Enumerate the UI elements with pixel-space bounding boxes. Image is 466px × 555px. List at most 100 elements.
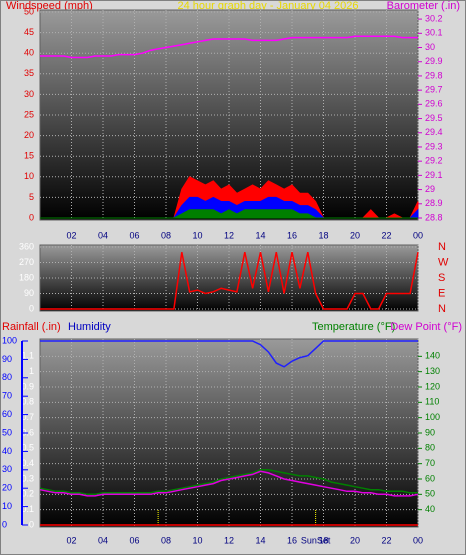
x-tick-label: 22: [381, 230, 391, 240]
temperature-label: Temperature (°F): [312, 321, 395, 333]
y2-tick-label: 70: [425, 458, 435, 468]
x-tick-label: 04: [98, 230, 108, 240]
y-tick-label: 0.6: [21, 427, 34, 437]
y-tick-label: 25: [24, 109, 34, 119]
humidity-tick-label: 80: [2, 372, 12, 382]
y2-tick-label: 110: [425, 397, 439, 407]
y2-tick-label: 29.6: [425, 99, 443, 109]
x-tick-label: 12: [224, 230, 234, 240]
y-tick-label: 45: [24, 27, 34, 37]
y2-tick-label: 29.9: [425, 56, 443, 66]
dewpoint-label: Dew Point (°F): [390, 321, 462, 333]
y-tick-label: 0.4: [21, 458, 34, 468]
y-tick-label: 0: [29, 212, 34, 222]
x-tick-label: 18: [318, 230, 328, 240]
y-tick-label: 35: [24, 68, 34, 78]
rainfall-label: Rainfall (.in): [2, 321, 61, 333]
y2-tick-label: 30: [425, 42, 435, 52]
y2-tick-label: 28.8: [425, 212, 443, 222]
x-tick-label: 10: [192, 535, 202, 545]
humidity-tick-label: 40: [2, 446, 12, 456]
x-tick-label: 20: [350, 535, 360, 545]
humidity-tick-label: 70: [2, 391, 12, 401]
humidity-label: Humidity: [68, 321, 111, 333]
y-tick-label: 0.2: [21, 489, 34, 499]
series-line: [39, 469, 418, 496]
sunset-label: SunSet: [301, 535, 331, 545]
x-tick-label: 22: [381, 535, 391, 545]
y2-tick-label: 29: [425, 184, 435, 194]
y2-tick-label: 90: [425, 427, 435, 437]
x-tick-label: 12: [224, 535, 234, 545]
y-tick-label: 1: [29, 366, 34, 376]
y-tick-label: 90: [24, 288, 34, 298]
y-tick-label: 5: [29, 192, 34, 202]
compass-label: E: [438, 287, 445, 299]
humidity-tick-label: 30: [2, 464, 12, 474]
x-tick-label: 20: [350, 230, 360, 240]
humidity-tick-label: 10: [2, 501, 12, 511]
y2-tick-label: 40: [425, 504, 435, 514]
series-line: [40, 340, 418, 368]
x-tick-label: 02: [66, 230, 76, 240]
y2-tick-label: 30.1: [425, 28, 443, 38]
series-line: [39, 470, 419, 497]
y-tick-label: 10: [24, 171, 34, 181]
x-tick-label: 14: [255, 535, 265, 545]
humidity-tick-label: 90: [2, 354, 12, 364]
y-tick-label: 20: [24, 130, 34, 140]
y2-tick-label: 29.7: [425, 85, 443, 95]
x-tick-label: 18: [318, 535, 328, 545]
y2-tick-label: 60: [425, 473, 435, 483]
y2-tick-label: 28.9: [425, 198, 443, 208]
y2-tick-label: 29.4: [425, 127, 443, 137]
humidity-tick-label: 50: [2, 427, 12, 437]
y-tick-label: 0.9: [21, 381, 34, 391]
y-tick-label: 0.1: [21, 504, 34, 514]
x-tick-label: 08: [161, 230, 171, 240]
chart-title: 24 hour graph day - January 04 2026: [177, 0, 358, 12]
y2-tick-label: 29.5: [425, 113, 443, 123]
x-tick-label: 02: [66, 535, 76, 545]
y2-tick-label: 100: [425, 412, 440, 422]
x-tick-label: 06: [129, 535, 139, 545]
x-tick-label: 16: [287, 535, 297, 545]
y-tick-label: 30: [24, 89, 34, 99]
x-tick-label: 10: [192, 230, 202, 240]
y2-tick-label: 140: [425, 351, 440, 361]
x-tick-label: 00: [413, 230, 423, 240]
barometer-label: Barometer (.in): [387, 0, 460, 12]
y2-tick-label: 29.8: [425, 70, 443, 80]
humidity-tick-label: 100: [2, 335, 17, 345]
windspeed-label: Windspeed (mph): [6, 0, 93, 12]
y2-tick-label: 29.3: [425, 141, 443, 151]
humidity-tick-label: 60: [2, 409, 12, 419]
y2-tick-label: 30.2: [425, 13, 443, 23]
compass-label: W: [438, 256, 449, 268]
y-tick-label: 180: [19, 272, 34, 282]
y-tick-label: 270: [19, 257, 34, 267]
y-tick-label: 0.3: [21, 473, 34, 483]
y-tick-label: 0: [29, 303, 34, 313]
x-tick-label: 06: [129, 230, 139, 240]
humidity-tick-label: 0: [2, 519, 7, 529]
y2-tick-label: 130: [425, 366, 440, 376]
x-tick-label: 08: [161, 535, 171, 545]
humidity-tick-label: 20: [2, 483, 12, 493]
compass-label: N: [438, 303, 446, 315]
y2-tick-label: 29.1: [425, 170, 443, 180]
y2-tick-label: 120: [425, 381, 440, 391]
y-tick-label: 0.8: [21, 397, 34, 407]
y-tick-label: 50: [24, 6, 34, 16]
y-tick-label: 40: [24, 48, 34, 58]
y2-tick-label: 50: [425, 489, 435, 499]
y-tick-label: 15: [24, 151, 34, 161]
compass-label: N: [438, 241, 446, 253]
compass-label: S: [438, 272, 445, 284]
y2-tick-label: 29.2: [425, 156, 443, 166]
y-tick-label: 0.7: [21, 412, 34, 422]
x-tick-label: 04: [98, 535, 108, 545]
y-tick-label: 0: [29, 519, 34, 529]
x-tick-label: 16: [287, 230, 297, 240]
